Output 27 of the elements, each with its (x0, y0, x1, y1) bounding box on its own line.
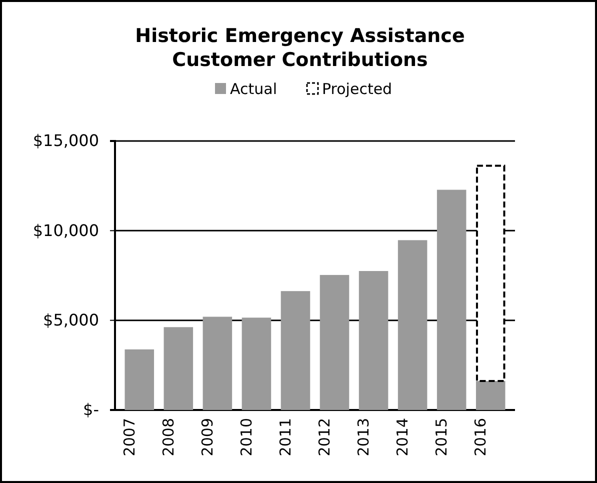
y-tick-label: $- (83, 400, 99, 420)
bar (242, 318, 272, 410)
bar (202, 316, 232, 410)
bar (476, 380, 506, 410)
x-tick-label: 2013 (354, 418, 373, 456)
bar (320, 274, 350, 410)
bar (164, 327, 194, 410)
legend-label: Projected (322, 80, 392, 98)
x-tick-label: 2012 (316, 418, 334, 456)
y-tick-label: $5,000 (43, 310, 99, 330)
bar (398, 240, 428, 410)
y-tick-label: $15,000 (32, 131, 99, 150)
x-tick-label: 2016 (472, 418, 490, 456)
x-tick-label: 2008 (159, 418, 178, 456)
x-tick-label: 2011 (276, 418, 294, 456)
x-tick-label: 2014 (394, 418, 412, 456)
legend-label: Actual (230, 80, 277, 98)
bar (124, 349, 154, 410)
x-tick-label: 2007 (120, 418, 138, 456)
bar (358, 271, 388, 410)
x-tick-label: 2010 (237, 418, 256, 456)
x-tick-label: 2015 (432, 418, 451, 456)
x-tick-label: 2009 (198, 418, 216, 456)
bar (280, 291, 310, 410)
chart-title: Historic Emergency Assistance Customer Contributions (135, 25, 465, 71)
bar (436, 190, 466, 410)
y-tick-label: $10,000 (32, 220, 99, 240)
